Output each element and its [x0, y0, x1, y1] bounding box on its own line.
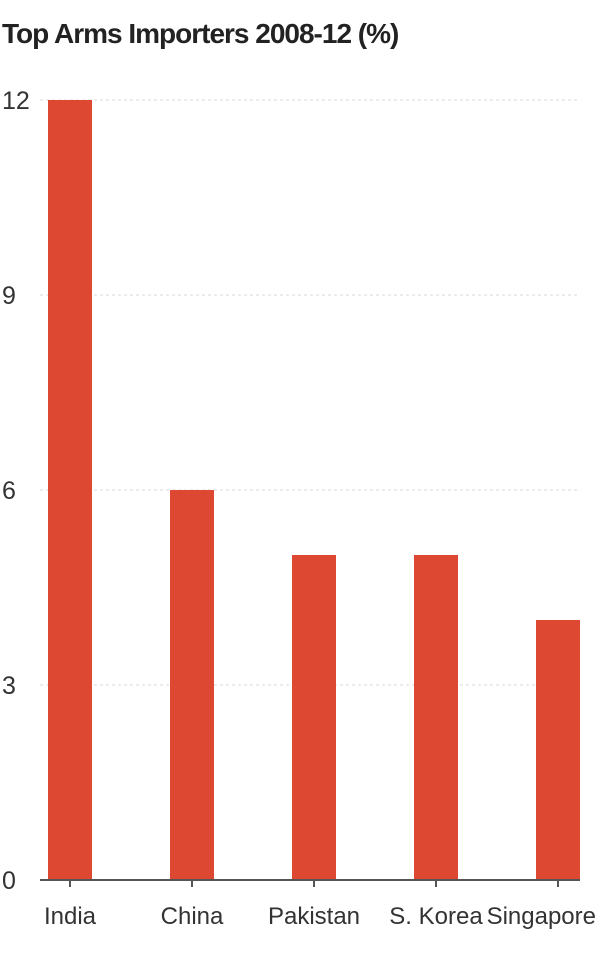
y-tick-label: 9	[2, 282, 16, 310]
y-tick-label: 3	[2, 672, 16, 700]
x-tick-label: Pakistan	[268, 903, 360, 930]
bar-s-korea	[414, 555, 458, 880]
x-tick-label: China	[161, 903, 224, 930]
x-axis	[40, 879, 580, 887]
y-tick-labels: 0 3 6 9 12	[2, 87, 30, 895]
bar-india	[48, 100, 92, 880]
x-tick-label: India	[44, 903, 97, 930]
x-tick-label: Singapore	[487, 903, 596, 930]
bar-pakistan	[292, 555, 336, 880]
y-tick-label: 12	[2, 87, 30, 115]
y-tick-label: 6	[2, 477, 16, 505]
bar-china	[170, 490, 214, 880]
x-tick-label: S. Korea	[389, 903, 483, 930]
bar-singapore	[536, 620, 580, 880]
y-tick-label: 0	[2, 867, 16, 895]
gridlines	[40, 99, 580, 686]
bars	[48, 100, 580, 880]
x-tick-labels: India China Pakistan S. Korea Singapore	[44, 903, 596, 930]
chart-title: Top Arms Importers 2008-12 (%)	[2, 18, 399, 49]
